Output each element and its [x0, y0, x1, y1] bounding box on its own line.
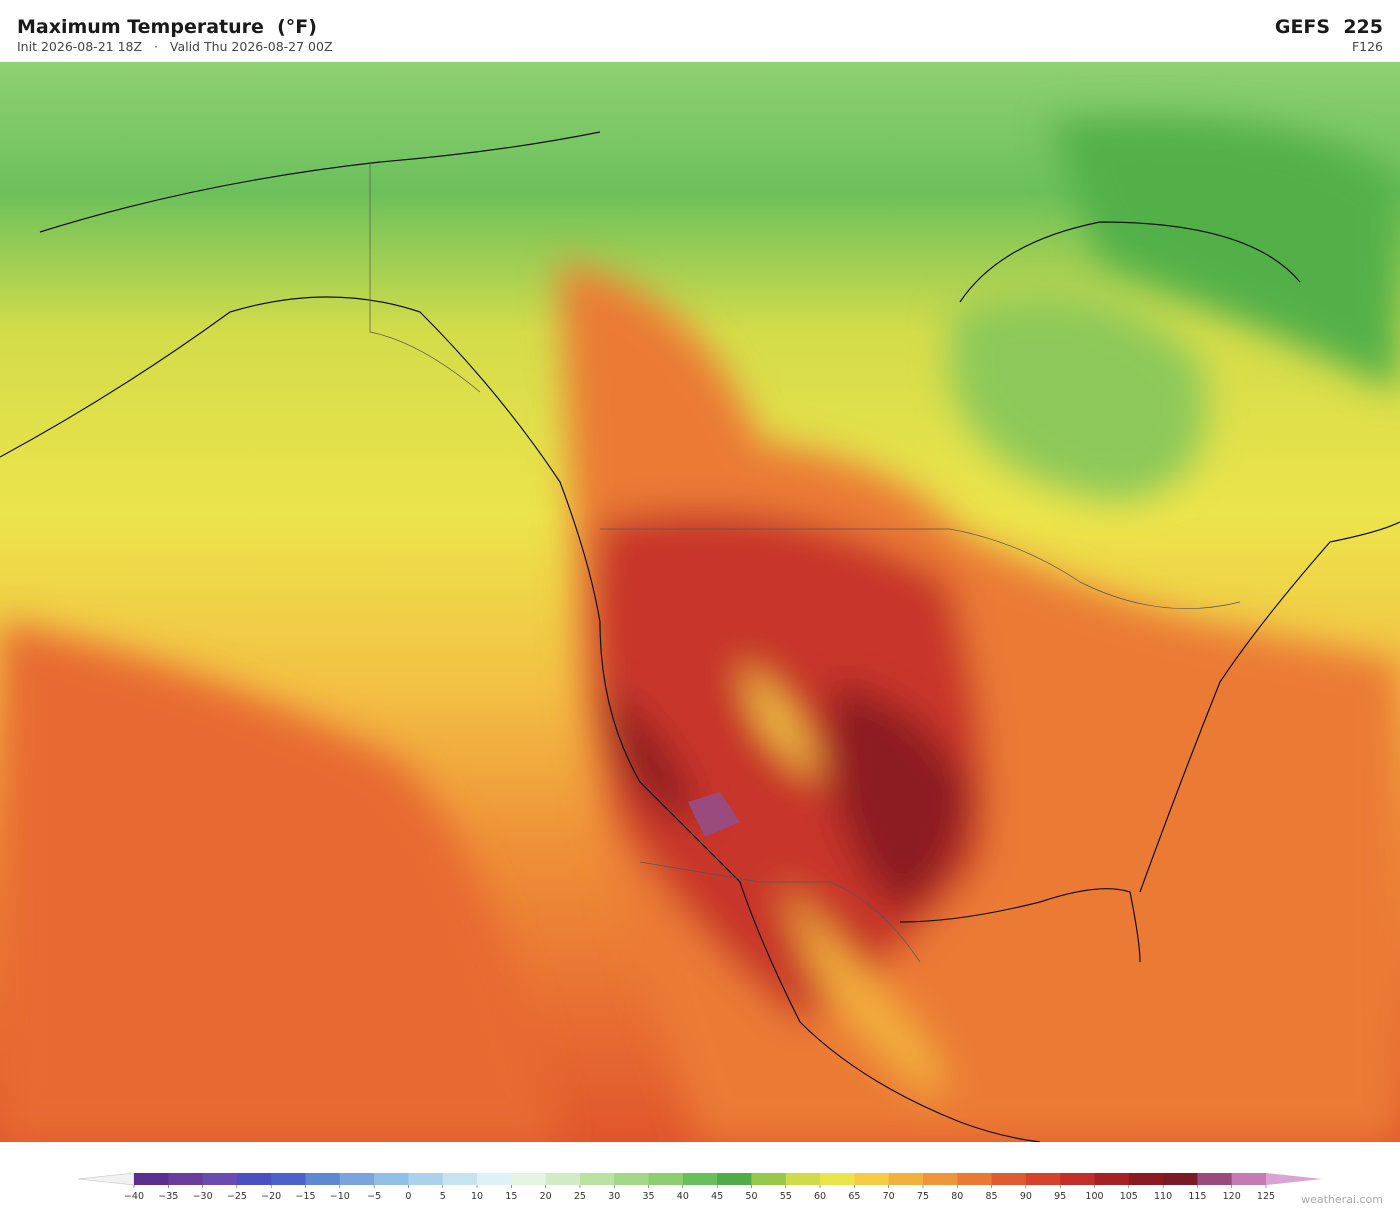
temperature-field: [0, 118, 1400, 1142]
tick-label: 35: [642, 1191, 654, 1202]
color-bin: [545, 1173, 581, 1185]
tick-label: 20: [540, 1191, 552, 1202]
tick-label: 65: [848, 1191, 860, 1202]
tick-label: 40: [677, 1191, 689, 1202]
color-bin: [922, 1173, 958, 1185]
tick-label: 115: [1188, 1191, 1206, 1202]
separator: ·: [153, 39, 158, 54]
color-bin: [305, 1173, 341, 1185]
tick-label: −5: [367, 1191, 381, 1202]
tick-label: 85: [986, 1191, 998, 1202]
color-bin: [1197, 1173, 1233, 1185]
color-bin: [854, 1173, 890, 1185]
color-bin: [1163, 1173, 1198, 1185]
color-bin: [168, 1173, 204, 1185]
color-bin: [820, 1173, 855, 1185]
tick-label: −40: [124, 1191, 144, 1202]
coastlines: [0, 131, 1400, 1142]
color-bin: [236, 1173, 272, 1185]
tick-label: 15: [505, 1191, 517, 1202]
tick-label: 50: [745, 1191, 757, 1202]
tick-label: −20: [261, 1191, 281, 1202]
subtitle: Init 2026-08-21 18Z · Valid Thu 2026-08-…: [17, 39, 333, 54]
tick-label: 80: [951, 1191, 963, 1202]
color-bin: [477, 1173, 512, 1185]
tick-label: 125: [1257, 1191, 1275, 1202]
color-bin: [1231, 1173, 1267, 1185]
tick-label: 60: [814, 1191, 826, 1202]
color-bin: [442, 1173, 478, 1185]
init-time: Init 2026-08-21 18Z: [17, 39, 143, 54]
over-triangle: [1266, 1173, 1322, 1185]
color-bin: [957, 1173, 993, 1185]
color-bin: [991, 1173, 1027, 1185]
color-bin: [374, 1173, 409, 1185]
tick-label: −10: [330, 1191, 350, 1202]
hot-spot: [688, 792, 740, 837]
color-bin: [1025, 1173, 1061, 1185]
tick-label: −30: [193, 1191, 213, 1202]
color-bin: [339, 1173, 375, 1185]
color-bin: [271, 1173, 307, 1185]
color-bin: [408, 1173, 444, 1185]
color-bin: [202, 1173, 238, 1185]
tick-label: −15: [295, 1191, 315, 1202]
color-bin: [579, 1173, 615, 1185]
tick-label: −25: [227, 1191, 247, 1202]
tick-label: 105: [1120, 1191, 1138, 1202]
forecast-hour: F126: [1351, 39, 1383, 54]
watermark: weatherai.com: [1301, 1193, 1383, 1206]
color-bin: [1128, 1173, 1164, 1185]
tick-label: 70: [883, 1191, 895, 1202]
tick-label: 110: [1154, 1191, 1172, 1202]
colorbar: −40 −35 −30 −25 −20 −15 −10 −5 0 5 10 15 20 25 30 35 40 4…: [77, 1172, 1322, 1202]
tick-label: 25: [574, 1191, 586, 1202]
title: Maximum Temperature (°F): [17, 16, 317, 38]
color-bin: [785, 1173, 821, 1185]
model-name: GEFS 225: [1274, 16, 1383, 38]
tick-label: −35: [158, 1191, 178, 1202]
tick-label: 5: [440, 1191, 446, 1202]
valid-time: Valid Thu 2026-08-27 00Z: [169, 39, 333, 54]
tick-label: 45: [711, 1191, 723, 1202]
tick-label: 10: [471, 1191, 483, 1202]
color-bin: [511, 1173, 547, 1185]
tick-label: 95: [1054, 1191, 1066, 1202]
color-bin: [682, 1173, 718, 1185]
color-bin: [614, 1173, 650, 1185]
tick-label: 75: [917, 1191, 929, 1202]
tick-label: 30: [608, 1191, 620, 1202]
color-bin: [888, 1173, 924, 1185]
under-triangle: [77, 1172, 135, 1186]
tick-label: 100: [1085, 1191, 1103, 1202]
color-bin: [717, 1173, 752, 1185]
tick-label: 0: [405, 1191, 411, 1202]
tick-label: 90: [1020, 1191, 1032, 1202]
color-bin: [648, 1173, 684, 1185]
borders: [369, 162, 1241, 963]
color-bin: [1060, 1173, 1095, 1185]
tick-label: 120: [1223, 1191, 1241, 1202]
color-bin: [134, 1173, 169, 1185]
map: [0, 62, 1400, 1142]
color-bin: [751, 1173, 787, 1185]
color-bin: [1094, 1173, 1130, 1185]
tick-label: 55: [780, 1191, 792, 1202]
